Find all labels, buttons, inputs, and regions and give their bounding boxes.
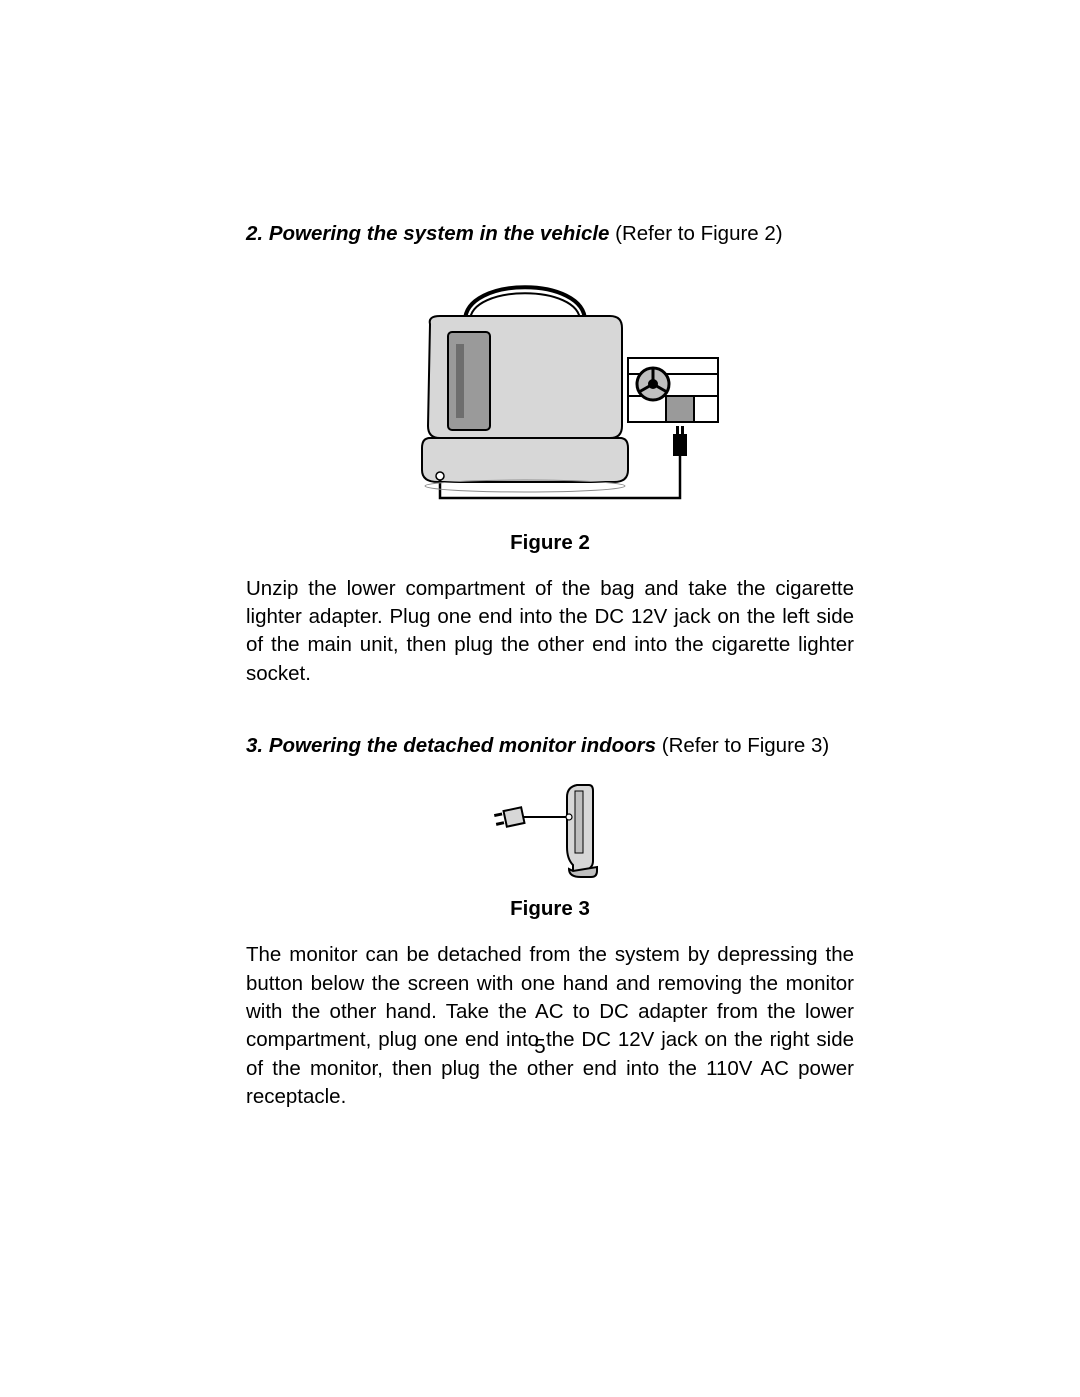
figure-3-illustration xyxy=(246,777,854,887)
section-3-body: The monitor can be detached from the sys… xyxy=(246,941,854,1111)
section-2-heading: 2. Powering the system in the vehicle (R… xyxy=(246,220,854,248)
page-number: 5 xyxy=(0,1035,1080,1059)
bag-vehicle-diagram-icon xyxy=(370,266,730,516)
section-2-refer: (Refer to Figure 2) xyxy=(609,222,782,245)
figure-3-caption: Figure 3 xyxy=(246,897,854,921)
section-3-refer: (Refer to Figure 3) xyxy=(656,734,829,757)
section-3-heading: 3. Powering the detached monitor indoors… xyxy=(246,732,854,760)
section-2-number: 2. xyxy=(246,222,263,245)
figure-2-illustration xyxy=(246,266,854,521)
document-page: 2. Powering the system in the vehicle (R… xyxy=(0,0,1080,1397)
monitor-adapter-diagram-icon xyxy=(465,777,635,882)
section-2-title: Powering the system in the vehicle xyxy=(269,222,610,245)
section-2-body: Unzip the lower compartment of the bag a… xyxy=(246,575,854,688)
section-3-number: 3. xyxy=(246,734,263,757)
section-3-title: Powering the detached monitor indoors xyxy=(269,734,656,757)
figure-2-caption: Figure 2 xyxy=(246,531,854,555)
